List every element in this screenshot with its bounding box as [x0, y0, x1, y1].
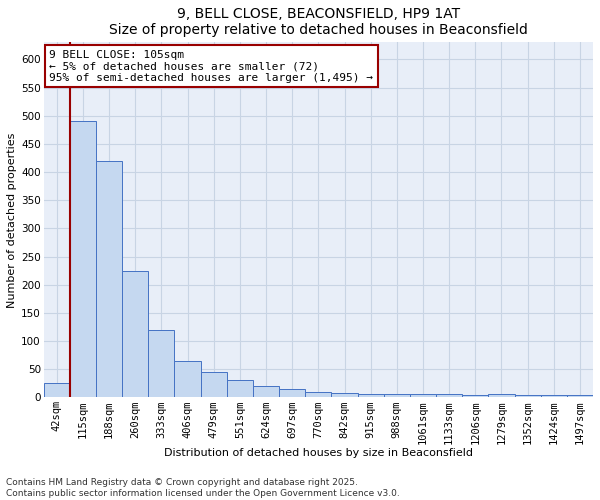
X-axis label: Distribution of detached houses by size in Beaconsfield: Distribution of detached houses by size …	[164, 448, 473, 458]
Y-axis label: Number of detached properties: Number of detached properties	[7, 132, 17, 308]
Bar	[436, 394, 462, 398]
Bar	[200, 372, 227, 398]
Bar	[175, 360, 200, 398]
Title: 9, BELL CLOSE, BEACONSFIELD, HP9 1AT
Size of property relative to detached house: 9, BELL CLOSE, BEACONSFIELD, HP9 1AT Siz…	[109, 7, 528, 37]
Bar	[541, 394, 567, 398]
Bar	[96, 161, 122, 398]
Bar	[515, 394, 541, 398]
Bar	[384, 394, 410, 398]
Bar	[44, 384, 70, 398]
Bar	[227, 380, 253, 398]
Text: 9 BELL CLOSE: 105sqm
← 5% of detached houses are smaller (72)
95% of semi-detach: 9 BELL CLOSE: 105sqm ← 5% of detached ho…	[49, 50, 373, 83]
Bar	[462, 394, 488, 398]
Bar	[567, 394, 593, 398]
Bar	[410, 394, 436, 398]
Bar	[70, 122, 96, 398]
Bar	[331, 393, 358, 398]
Bar	[148, 330, 175, 398]
Bar	[305, 392, 331, 398]
Bar	[279, 389, 305, 398]
Bar	[488, 394, 515, 398]
Bar	[253, 386, 279, 398]
Bar	[122, 270, 148, 398]
Bar	[358, 394, 384, 398]
Text: Contains HM Land Registry data © Crown copyright and database right 2025.
Contai: Contains HM Land Registry data © Crown c…	[6, 478, 400, 498]
